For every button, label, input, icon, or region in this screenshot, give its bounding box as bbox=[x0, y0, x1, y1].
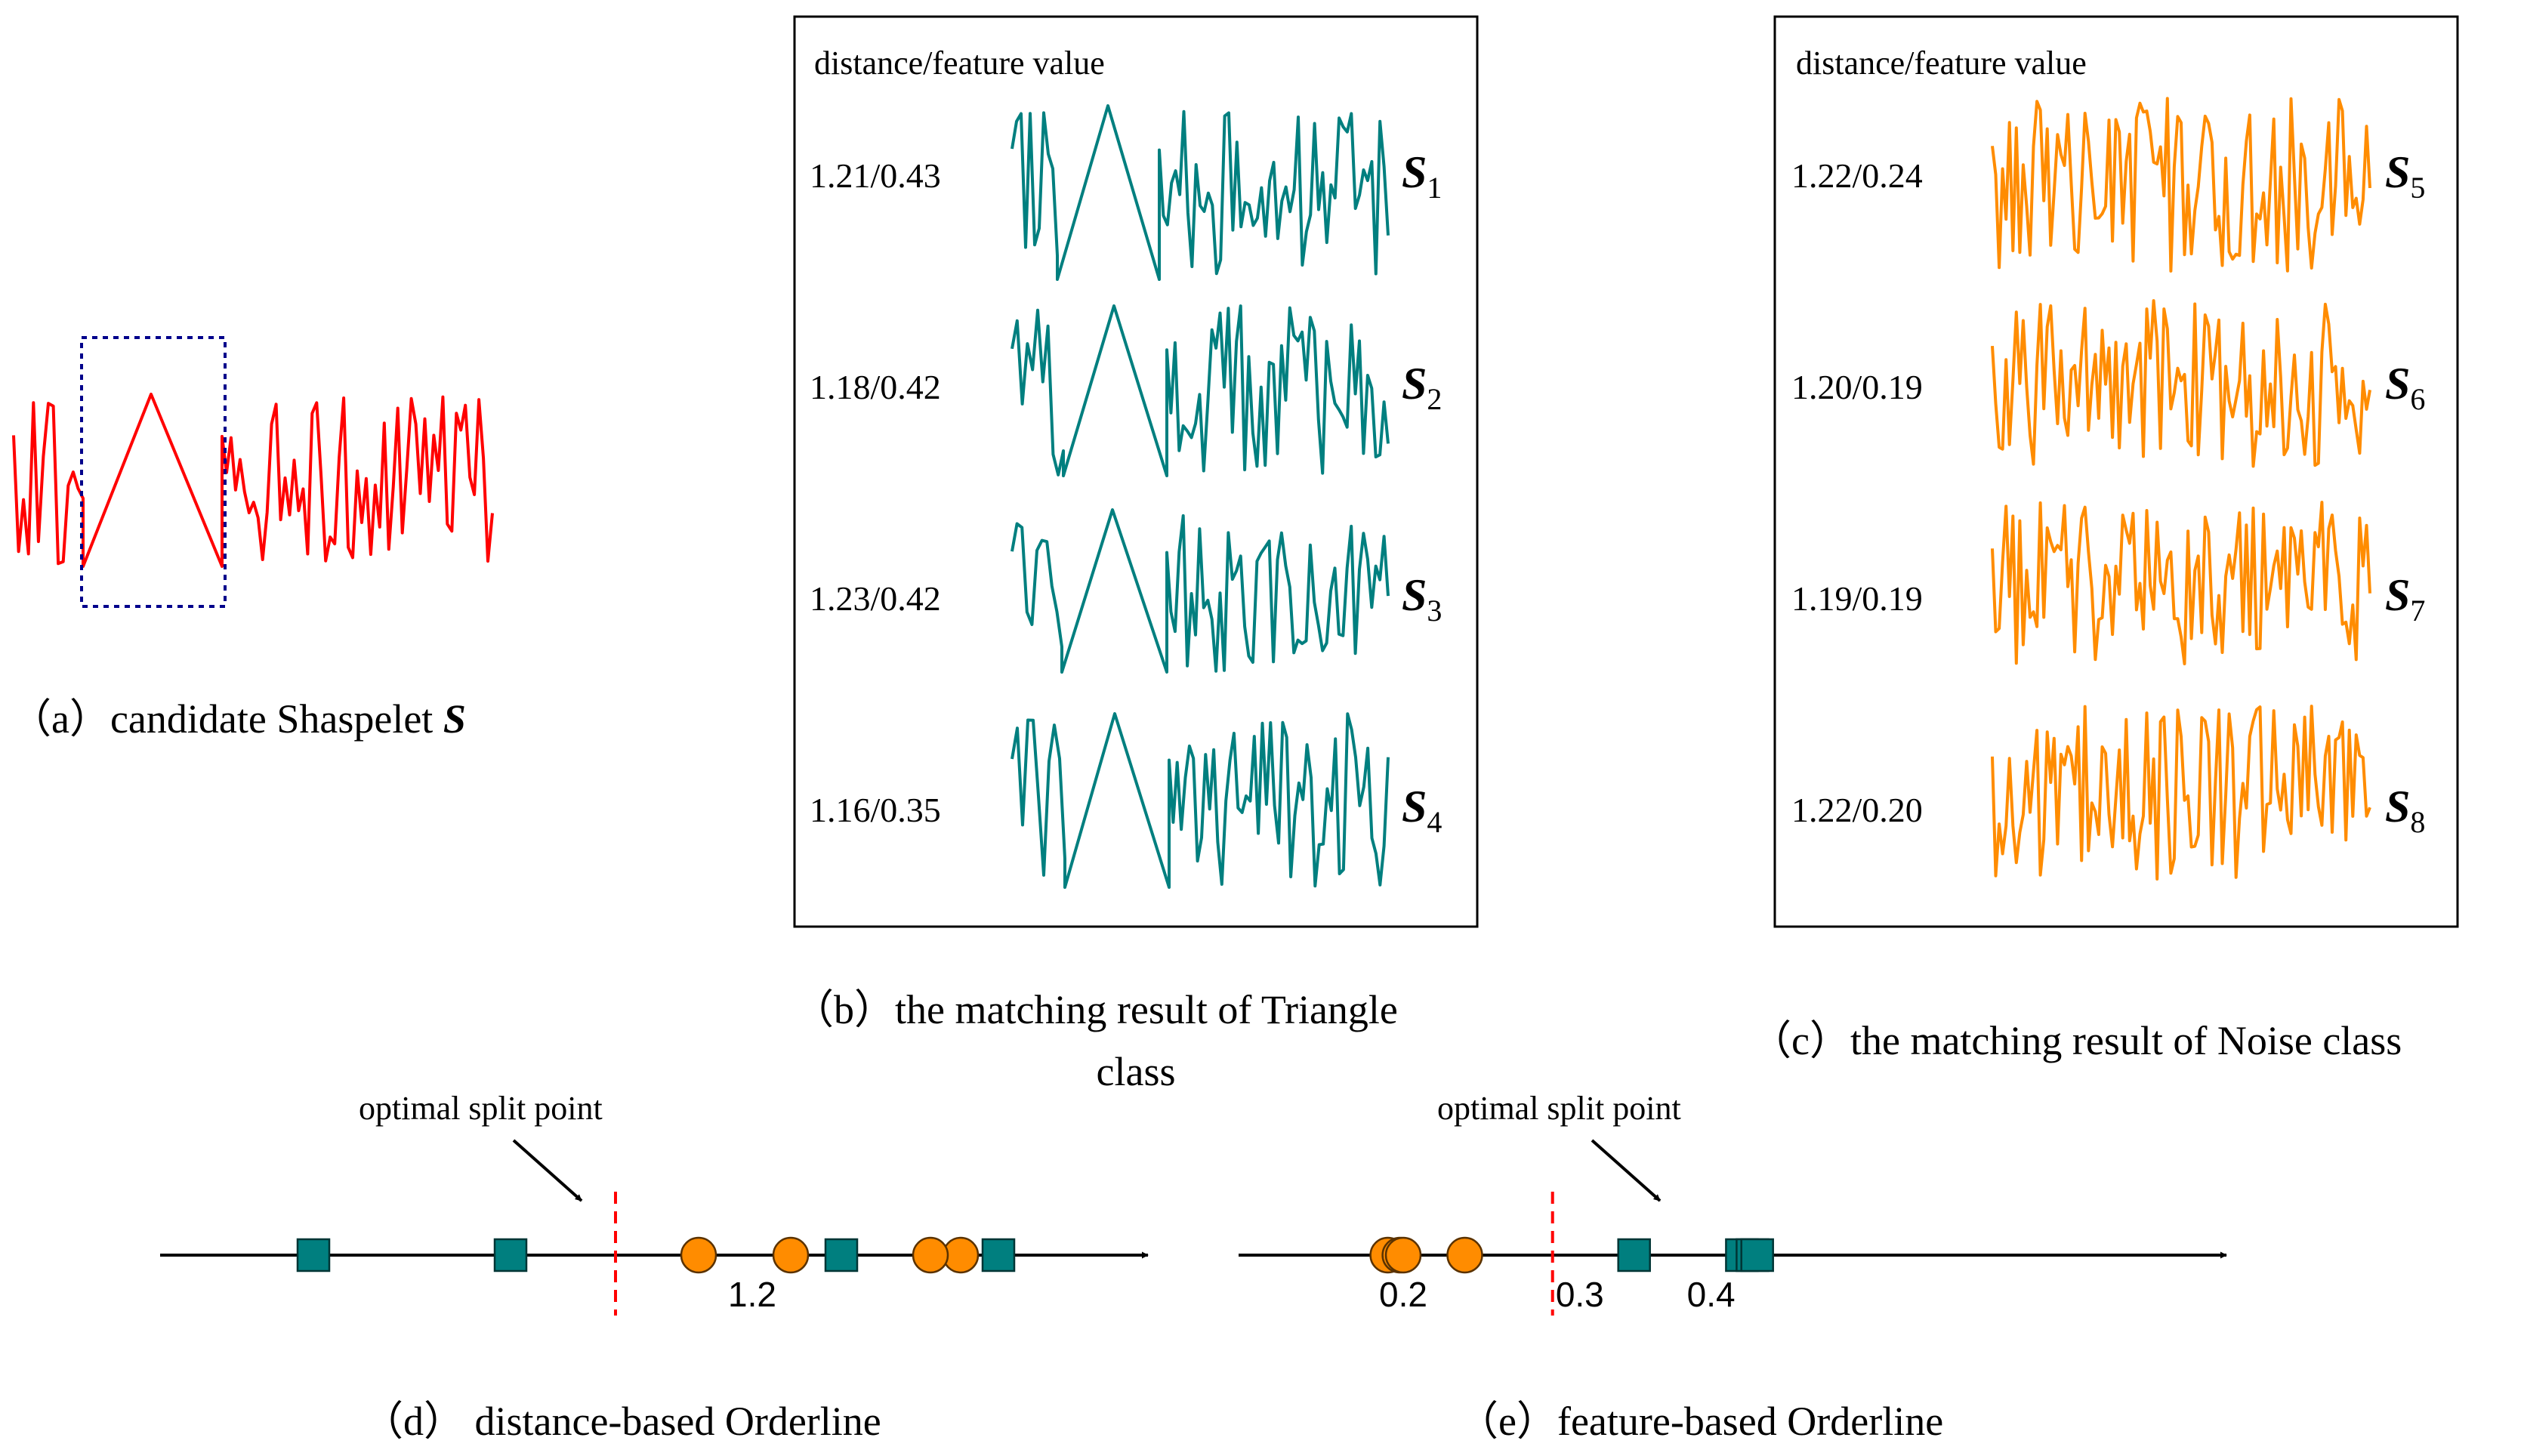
panel-b-header: distance/feature value bbox=[814, 45, 1105, 82]
panel-d-marks bbox=[296, 1236, 1016, 1274]
noise-row-1-value: 1.22/0.24 bbox=[1791, 156, 1923, 195]
triangle-row-1-label: S1 bbox=[1402, 147, 1442, 205]
panel-c-frame bbox=[1773, 15, 2459, 928]
noise-row-4-label: S8 bbox=[2385, 782, 2425, 839]
panel-d-noise-point-1 bbox=[680, 1236, 717, 1274]
panel-d-tick-label: 1.2 bbox=[728, 1275, 776, 1314]
candidate-shapelet-series bbox=[12, 393, 494, 568]
noise-row-2-value: 1.20/0.19 bbox=[1791, 368, 1923, 406]
triangle-row-4-label: S4 bbox=[1402, 782, 1442, 839]
noise-series-2 bbox=[1991, 299, 2371, 468]
panel-b-caption-line1: （b）the matching result of Triangle bbox=[793, 987, 1398, 1032]
triangle-row-4-value: 1.16/0.35 bbox=[810, 791, 941, 829]
triangle-row-1-value: 1.21/0.43 bbox=[810, 156, 941, 195]
panel-d-triangle-point-4 bbox=[981, 1238, 1016, 1272]
noise-row-2-label: S6 bbox=[2385, 359, 2425, 416]
panel-d-annotation: optimal split point bbox=[359, 1090, 603, 1127]
panel-b-frame bbox=[793, 15, 1479, 928]
panel-e-marks bbox=[1369, 1236, 1774, 1274]
triangle-series-2 bbox=[1011, 304, 1390, 477]
noise-row-4-value: 1.22/0.20 bbox=[1791, 791, 1923, 829]
triangle-series-1 bbox=[1011, 104, 1390, 281]
triangle-row-3-value: 1.23/0.42 bbox=[810, 579, 941, 618]
noise-series-1 bbox=[1991, 97, 2371, 273]
triangle-series-4 bbox=[1011, 712, 1390, 889]
panel-d-triangle-point-3 bbox=[824, 1238, 859, 1272]
triangle-row-2-label: S2 bbox=[1402, 359, 1442, 416]
panel-e-annotation: optimal split point bbox=[1437, 1090, 1681, 1127]
panel-e-tick-label-3: 0.4 bbox=[1687, 1275, 1736, 1314]
panel-c: distance/feature value 1.22/0.24 1.20/0.… bbox=[1751, 15, 2459, 1063]
panel-d-noise-point-3 bbox=[912, 1236, 949, 1274]
noise-series-4 bbox=[1991, 705, 2371, 881]
noise-series-3 bbox=[1991, 501, 2371, 665]
panel-a: （a）candidate Shaspelet S bbox=[11, 336, 494, 742]
noise-row-1-label: S5 bbox=[2385, 147, 2425, 205]
noise-row-3-value: 1.19/0.19 bbox=[1791, 579, 1923, 618]
panel-c-caption: （c）the matching result of Noise class bbox=[1751, 1018, 2402, 1063]
panel-b-caption-line2: class bbox=[1097, 1049, 1176, 1094]
noise-row-3-label: S7 bbox=[2385, 570, 2425, 628]
panel-e-noise-point-3 bbox=[1384, 1236, 1422, 1274]
panel-d-annotation-arrow bbox=[512, 1139, 583, 1202]
panel-c-header: distance/feature value bbox=[1796, 45, 2087, 82]
panel-d-noise-point-2 bbox=[772, 1236, 810, 1274]
panel-d-triangle-point-2 bbox=[493, 1238, 528, 1272]
panel-d-triangle-point-1 bbox=[296, 1238, 331, 1272]
panel-a-caption-symbol: S bbox=[443, 696, 466, 742]
panel-e-triangle-point-1 bbox=[1617, 1238, 1651, 1272]
panel-a-caption: （a）candidate Shaspelet S bbox=[11, 696, 466, 742]
panel-e: optimal split point 0.2 0.3 0.4 （e）featu… bbox=[1239, 1090, 2227, 1444]
panel-e-noise-point-4 bbox=[1446, 1236, 1483, 1274]
triangle-row-2-value: 1.18/0.42 bbox=[810, 368, 941, 406]
panel-e-tick-label-2: 0.3 bbox=[1556, 1275, 1604, 1314]
triangle-row-3-label: S3 bbox=[1402, 570, 1442, 628]
panel-b: distance/feature value 1.21/0.43 1.18/0.… bbox=[793, 15, 1479, 1094]
panel-e-tick-label-1: 0.2 bbox=[1379, 1275, 1427, 1314]
panel-d-caption: （d） distance-based Orderline bbox=[363, 1399, 881, 1444]
panel-e-annotation-arrow bbox=[1591, 1139, 1662, 1202]
panel-d: optimal split point 1.2 （d） distance-bas… bbox=[160, 1090, 1149, 1444]
shapelet-window-box bbox=[80, 336, 227, 608]
panel-e-triangle-point-4 bbox=[1740, 1238, 1774, 1272]
triangle-series-3 bbox=[1011, 508, 1390, 674]
panel-e-caption: （e）feature-based Orderline bbox=[1458, 1399, 1943, 1444]
